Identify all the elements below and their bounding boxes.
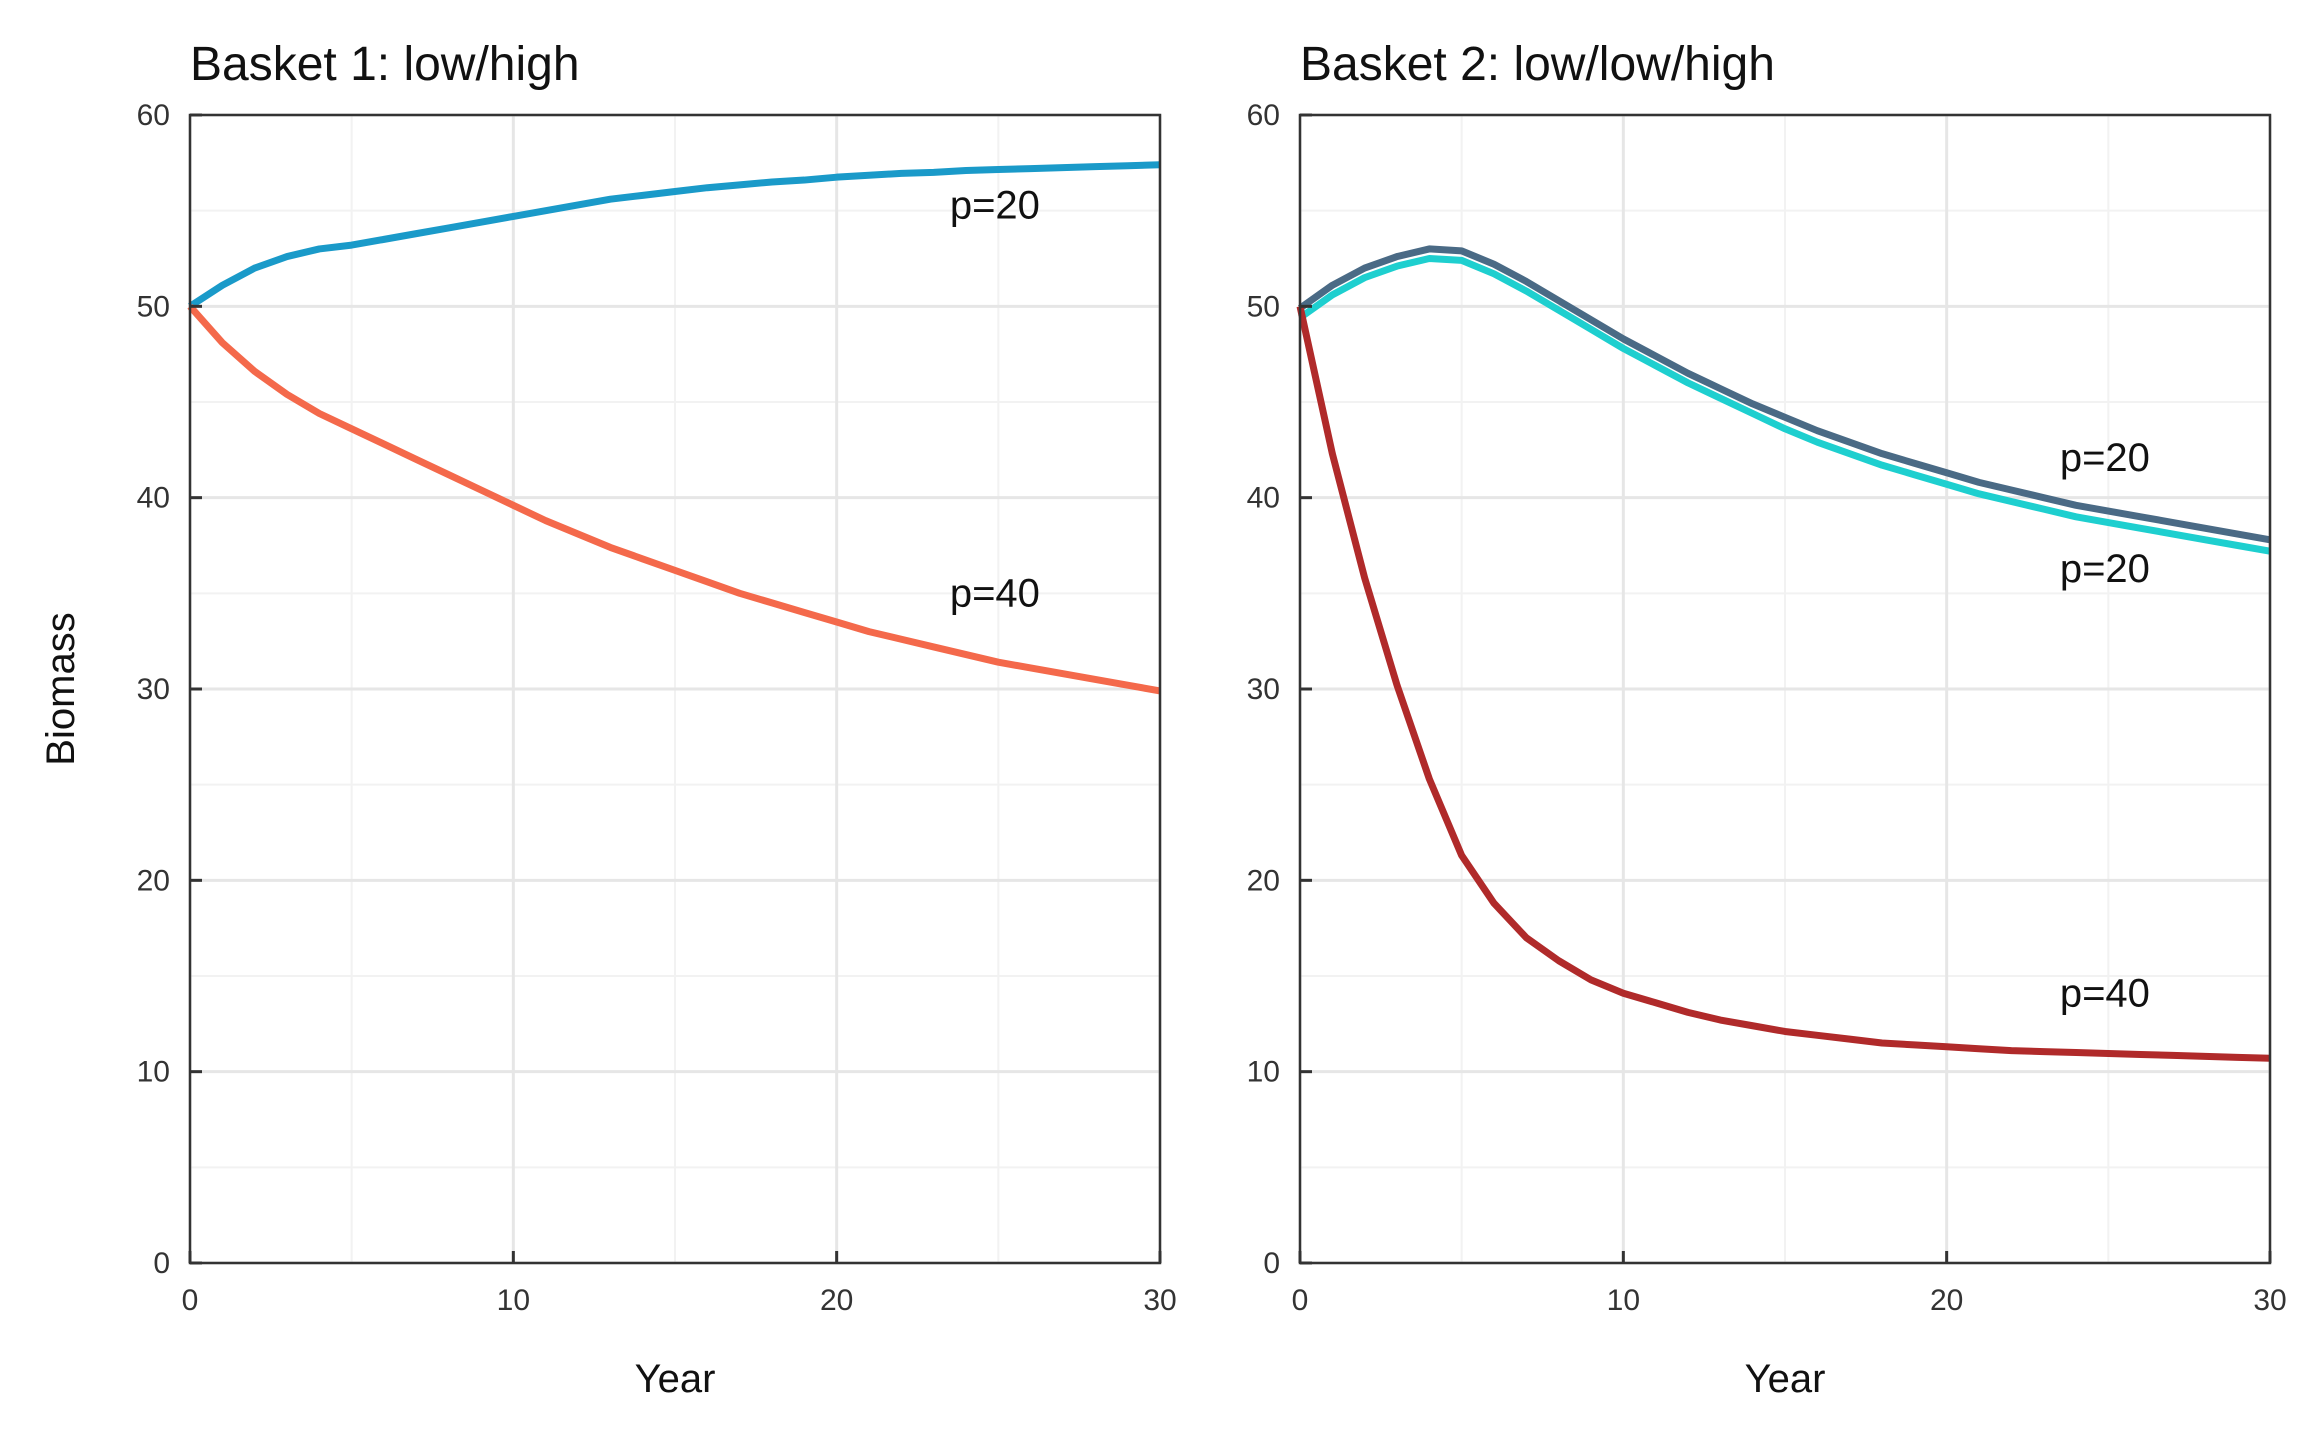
y-tick-label: 0 bbox=[1263, 1247, 1280, 1280]
x-tick-label: 20 bbox=[820, 1284, 853, 1317]
series-line-2 bbox=[187, 304, 1161, 695]
y-tick-label: 50 bbox=[137, 290, 170, 323]
chart-panel-2: 0 10 20 30 0 10 20 30 40 50 60 Basket 2: low/low/hi… bbox=[1247, 38, 2287, 1401]
series-line-1 bbox=[188, 161, 1161, 310]
y-tick-label: 30 bbox=[137, 673, 170, 706]
series-annotation: p=40 bbox=[2060, 972, 2150, 1016]
y-tick-label: 40 bbox=[1247, 482, 1280, 515]
x-axis-label: Year bbox=[635, 1357, 716, 1401]
y-tick-label: 60 bbox=[137, 99, 170, 132]
y-tick-label: 40 bbox=[137, 482, 170, 515]
y-tick-label: 10 bbox=[137, 1056, 170, 1089]
y-tick-label: 50 bbox=[1247, 290, 1280, 323]
series-annotation: p=20 bbox=[950, 183, 1040, 227]
y-tick-label: 20 bbox=[1247, 864, 1280, 897]
series-line-2 bbox=[1297, 255, 2271, 555]
series-annotation: p=40 bbox=[950, 572, 1040, 616]
x-tick-label: 0 bbox=[182, 1284, 199, 1317]
x-tick-label: 20 bbox=[1930, 1284, 1963, 1317]
chart-title: Basket 2: low/low/high bbox=[1300, 38, 1775, 91]
y-tick-label: 10 bbox=[1247, 1056, 1280, 1089]
y-tick-label: 20 bbox=[137, 864, 170, 897]
x-axis-label: Year bbox=[1745, 1357, 1826, 1401]
y-tick-label: 60 bbox=[1247, 99, 1280, 132]
series-line-1 bbox=[1297, 245, 2271, 544]
y-tick-label: 0 bbox=[153, 1247, 170, 1280]
x-tick-label: 10 bbox=[1607, 1284, 1640, 1317]
series-annotation: p=20 bbox=[2060, 436, 2150, 480]
x-tick-label: 0 bbox=[1292, 1284, 1309, 1317]
series-line-3 bbox=[1296, 305, 2271, 1062]
x-tick-label: 30 bbox=[2253, 1284, 2286, 1317]
y-axis-label: Biomass bbox=[39, 612, 83, 765]
chart-panel-1: 0 10 20 30 0 10 20 30 40 50 60 Basket 1: low/high Ye… bbox=[39, 38, 1177, 1401]
series-annotation: p=20 bbox=[2060, 547, 2150, 591]
x-tick-label: 30 bbox=[1143, 1284, 1176, 1317]
y-tick-label: 30 bbox=[1247, 673, 1280, 706]
chart-title: Basket 1: low/high bbox=[190, 38, 580, 91]
x-tick-label: 10 bbox=[497, 1284, 530, 1317]
